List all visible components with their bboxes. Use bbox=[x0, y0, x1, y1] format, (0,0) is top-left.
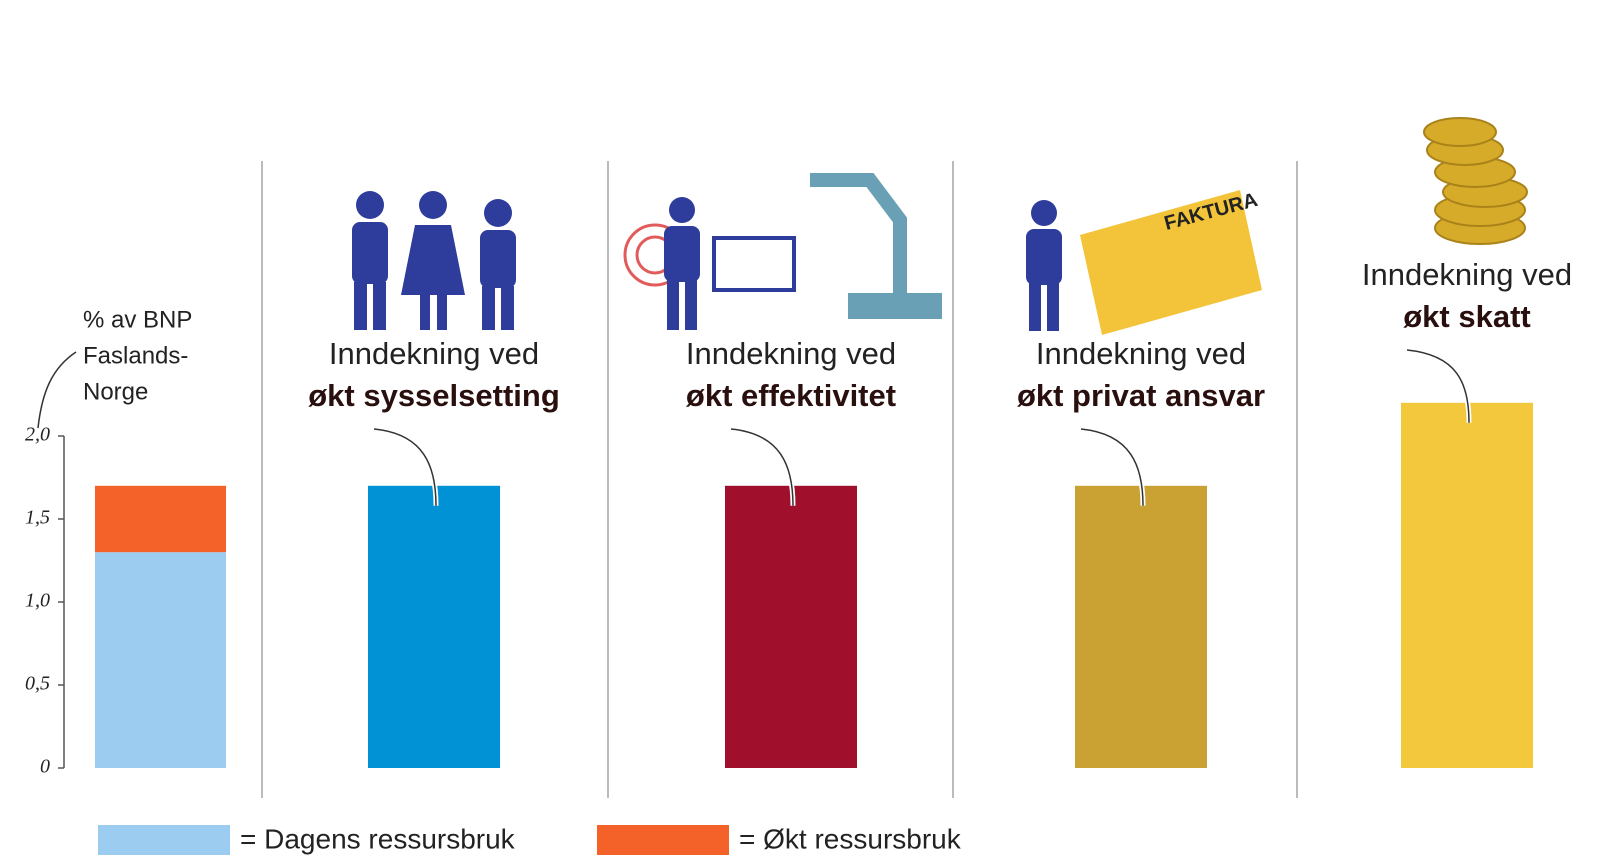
y-tick-label: 0 bbox=[40, 756, 50, 778]
y-axis-label: Faslands- bbox=[83, 342, 188, 369]
legend-swatch bbox=[597, 825, 729, 855]
scenario-label-bold: økt effektivitet bbox=[686, 378, 896, 413]
ylabel-connector bbox=[37, 351, 77, 429]
scenario-label-bold: økt privat ansvar bbox=[1017, 378, 1265, 413]
y-tick-label: 2,0 bbox=[25, 424, 50, 446]
bar bbox=[1401, 402, 1533, 768]
label-connector bbox=[373, 428, 437, 506]
bar-segment bbox=[95, 485, 226, 553]
y-axis-label: % av BNP bbox=[83, 306, 192, 333]
bar bbox=[368, 485, 500, 768]
scenario-label: Inndekning ved bbox=[329, 336, 539, 371]
scenario-label: Inndekning ved bbox=[1036, 336, 1246, 371]
y-tick-label: 1,0 bbox=[25, 590, 50, 612]
scenario-label-bold: økt sysselsetting bbox=[308, 378, 560, 413]
y-tick-label: 0,5 bbox=[25, 673, 50, 695]
scenario-label: Inndekning ved bbox=[1362, 257, 1572, 292]
label-connector bbox=[730, 428, 794, 506]
bar bbox=[1075, 485, 1207, 768]
icon-invoice: FAKTURA bbox=[1026, 189, 1262, 335]
bar bbox=[725, 485, 857, 768]
legend-swatch bbox=[98, 825, 230, 855]
label-connector bbox=[1080, 428, 1144, 506]
icon-robot bbox=[623, 173, 942, 330]
legend-label: = Dagens ressursbruk bbox=[240, 823, 516, 854]
label-connector bbox=[1406, 349, 1470, 423]
scenario-label: Inndekning ved bbox=[686, 336, 896, 371]
icon-coins bbox=[1423, 117, 1528, 245]
bar-segment bbox=[95, 552, 226, 768]
icon-workers bbox=[352, 191, 516, 330]
separators bbox=[261, 161, 1298, 798]
y-axis-label: Norge bbox=[83, 378, 148, 405]
scenario-label-bold: økt skatt bbox=[1403, 299, 1530, 334]
legend-label: = Økt ressursbruk bbox=[739, 823, 962, 854]
y-tick-label: 1,5 bbox=[25, 507, 50, 529]
